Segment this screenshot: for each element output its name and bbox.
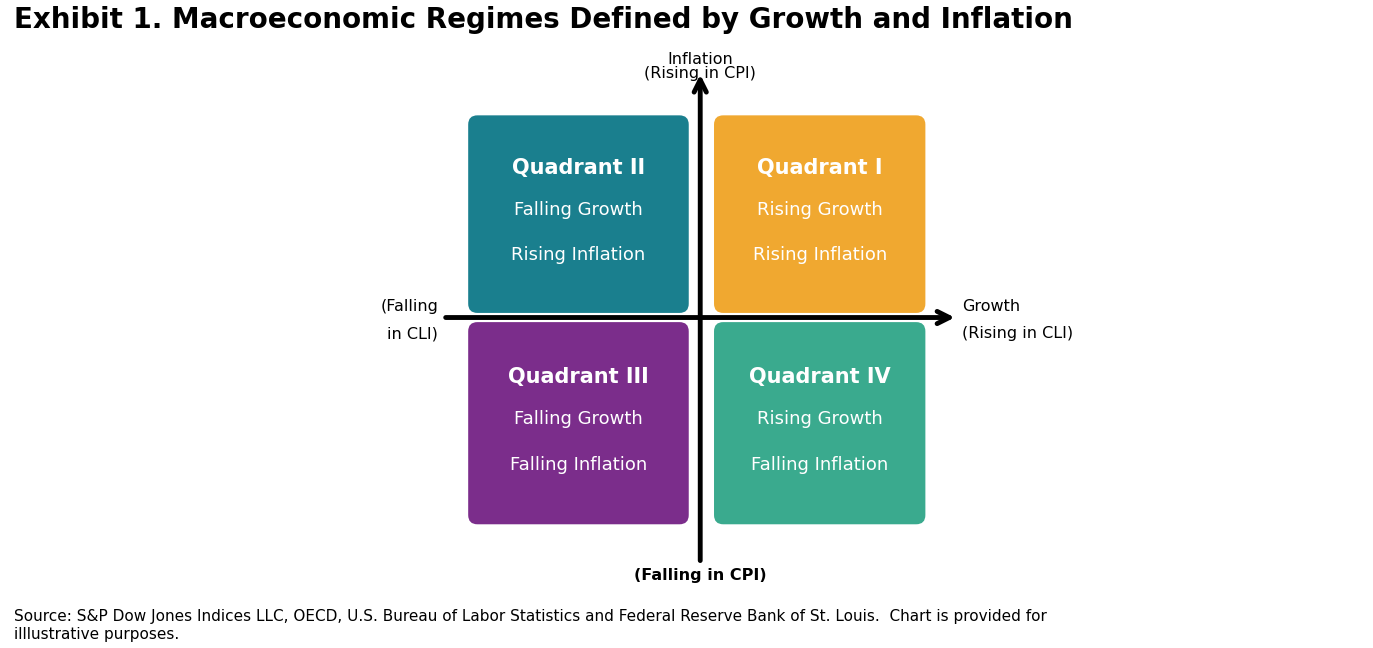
Text: (Falling in CPI): (Falling in CPI) — [634, 568, 766, 583]
Text: Quadrant IV: Quadrant IV — [748, 367, 891, 388]
Text: Falling Inflation: Falling Inflation — [751, 456, 888, 474]
Text: Inflation: Inflation — [667, 52, 733, 67]
Text: (Rising in CLI): (Rising in CLI) — [962, 326, 1074, 341]
FancyBboxPatch shape — [714, 115, 925, 313]
Text: Quadrant II: Quadrant II — [512, 158, 645, 178]
FancyBboxPatch shape — [468, 115, 689, 313]
Text: Falling Growth: Falling Growth — [514, 410, 643, 428]
Text: Rising Growth: Rising Growth — [757, 200, 883, 218]
Text: Source: S&P Dow Jones Indices LLC, OECD, U.S. Bureau of Labor Statistics and Fed: Source: S&P Dow Jones Indices LLC, OECD,… — [14, 609, 1046, 642]
FancyBboxPatch shape — [468, 322, 689, 524]
Text: (Rising in CPI): (Rising in CPI) — [644, 66, 757, 81]
Text: in CLI): in CLI) — [387, 326, 438, 341]
Text: Quadrant III: Quadrant III — [508, 367, 649, 388]
Text: Growth: Growth — [962, 299, 1020, 314]
Text: Exhibit 1. Macroeconomic Regimes Defined by Growth and Inflation: Exhibit 1. Macroeconomic Regimes Defined… — [14, 6, 1072, 34]
Text: Rising Growth: Rising Growth — [757, 410, 883, 428]
FancyBboxPatch shape — [714, 322, 925, 524]
Text: Falling Inflation: Falling Inflation — [509, 456, 647, 474]
Text: Rising Inflation: Rising Inflation — [511, 246, 645, 264]
Text: Rising Inflation: Rising Inflation — [752, 246, 887, 264]
Text: Quadrant I: Quadrant I — [757, 158, 883, 178]
Text: Falling Growth: Falling Growth — [514, 200, 643, 218]
Text: (Falling: (Falling — [380, 299, 438, 314]
